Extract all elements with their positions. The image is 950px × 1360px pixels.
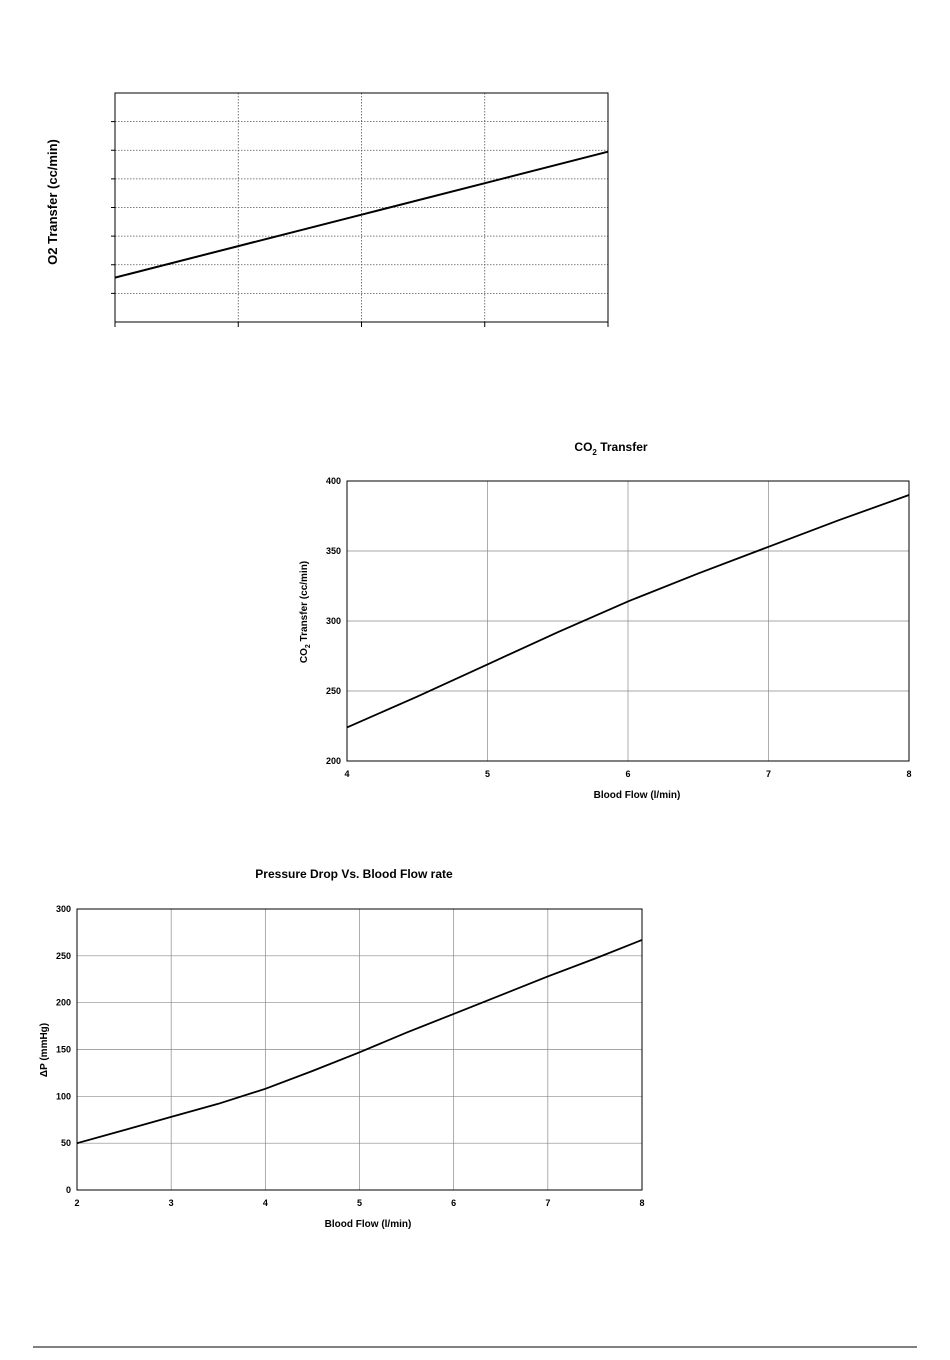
pressure-y-tick-label: 0 (66, 1185, 71, 1195)
pressure-y-tick-label: 200 (56, 998, 71, 1008)
pressure-y-tick-label: 300 (56, 904, 71, 914)
co2-y-tick-label: 200 (326, 756, 341, 766)
pressure-chart-title: Pressure Drop Vs. Blood Flow rate (255, 867, 453, 881)
pressure-y-tick-label: 100 (56, 1091, 71, 1101)
o2-tick-marks (111, 121, 609, 327)
co2-y-axis-label: CO2 Transfer (cc/min) (299, 561, 312, 663)
co2-title-part-2: Transfer (597, 440, 648, 454)
o2-gridlines (115, 93, 608, 322)
o2-series-line (114, 150, 609, 279)
co2-x-tick-label: 7 (766, 769, 771, 779)
pressure-y-tick-label: 50 (61, 1138, 71, 1148)
co2-y-tick-label: 400 (326, 476, 341, 486)
pressure-tick-labels: 0 50 100 150 200 250 300 2 3 4 5 6 7 8 (56, 904, 645, 1208)
pressure-x-tick-label: 3 (169, 1198, 174, 1208)
co2-ylabel-subscript: 2 (305, 644, 312, 648)
co2-title-part-1: CO (574, 440, 592, 454)
co2-y-tick-label: 300 (326, 616, 341, 626)
co2-gridlines (347, 481, 909, 761)
pressure-x-tick-label: 8 (639, 1198, 644, 1208)
co2-x-axis-label: Blood Flow (l/min) (594, 790, 681, 801)
co2-tick-labels: 200 250 300 350 400 4 5 6 7 8 (326, 476, 912, 779)
pressure-plot-frame (76, 908, 643, 1191)
co2-x-tick-label: 8 (906, 769, 911, 779)
pressure-x-tick-label: 6 (451, 1198, 456, 1208)
pressure-drop-chart: Pressure Drop Vs. Blood Flow rate 0 50 100… (39, 867, 645, 1230)
pressure-y-tick-label: 250 (56, 951, 71, 961)
pressure-y-axis-label: ΔP (mmHg) (39, 1023, 50, 1077)
pressure-x-tick-label: 4 (263, 1198, 268, 1208)
pressure-x-axis-label: Blood Flow (l/min) (325, 1219, 412, 1230)
pressure-x-tick-label: 7 (545, 1198, 550, 1208)
co2-series-line (346, 494, 910, 729)
co2-title-subscript: 2 (592, 448, 597, 457)
co2-ylabel-part-1: CO (299, 648, 310, 663)
pressure-gridlines (77, 909, 642, 1190)
pressure-y-tick-label: 150 (56, 1045, 71, 1055)
pressure-x-tick-label: 5 (357, 1198, 362, 1208)
co2-x-tick-label: 4 (344, 769, 349, 779)
co2-plot-frame (346, 480, 910, 762)
co2-y-tick-label: 250 (326, 686, 341, 696)
co2-x-tick-label: 6 (625, 769, 630, 779)
pressure-x-tick-label: 2 (74, 1198, 79, 1208)
co2-ylabel-part-2: Transfer (cc/min) (299, 561, 310, 644)
co2-x-tick-label: 5 (485, 769, 490, 779)
o2-y-axis-label: O2 Transfer (cc/min) (45, 139, 60, 265)
co2-y-tick-label: 350 (326, 546, 341, 556)
pressure-series-line (76, 939, 643, 1145)
co2-chart-title: CO2 Transfer (574, 440, 647, 457)
o2-transfer-chart: O2 Transfer (cc/min) (45, 92, 609, 327)
